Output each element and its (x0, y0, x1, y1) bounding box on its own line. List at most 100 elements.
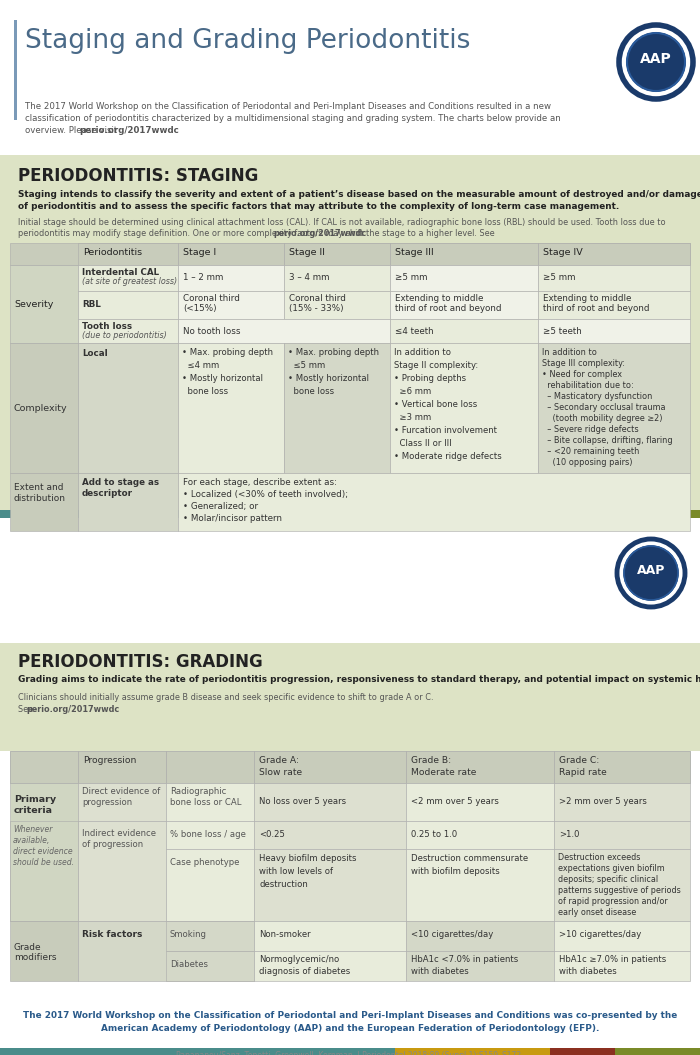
Bar (0, 518, 700, 642)
Text: Stage II: Stage II (289, 248, 325, 257)
Bar (538, 265, 690, 291)
Bar (554, 783, 690, 821)
Bar (78, 821, 166, 921)
Text: patterns suggestive of periods: patterns suggestive of periods (558, 886, 680, 895)
Text: criteria: criteria (14, 806, 53, 816)
Text: – Secondary occlusal trauma: – Secondary occlusal trauma (542, 403, 666, 413)
Bar (0, 0, 700, 155)
Text: Severity: Severity (14, 300, 53, 309)
Text: destruction: destruction (259, 880, 308, 889)
Text: of rapid progression and/or: of rapid progression and/or (558, 897, 668, 906)
Bar (406, 921, 554, 951)
Text: <0.25: <0.25 (259, 830, 285, 839)
Text: Diabetes: Diabetes (170, 960, 208, 968)
Text: Coronal third: Coronal third (289, 294, 346, 303)
Text: Grade B:: Grade B: (411, 756, 451, 765)
Text: Destruction exceeds: Destruction exceeds (558, 853, 640, 862)
Bar (160, 510, 275, 518)
Text: <10 cigarettes/day: <10 cigarettes/day (411, 931, 494, 939)
Text: Rapid rate: Rapid rate (559, 768, 607, 776)
Text: with diabetes: with diabetes (411, 967, 469, 976)
Bar (166, 921, 254, 951)
Bar (78, 751, 166, 783)
Text: rehabilitation due to:: rehabilitation due to: (542, 381, 634, 390)
Text: third of root and beyond: third of root and beyond (543, 304, 650, 313)
Bar (0, 155, 700, 510)
Text: Local: Local (82, 349, 108, 358)
Bar (10, 243, 690, 265)
Text: • Max. probing depth: • Max. probing depth (182, 348, 273, 357)
Text: deposits; specific clinical: deposits; specific clinical (558, 875, 658, 884)
Text: • Moderate ridge defects: • Moderate ridge defects (394, 452, 502, 461)
Text: of progression: of progression (82, 840, 143, 849)
Bar (254, 821, 406, 849)
Text: – Severe ridge defects: – Severe ridge defects (542, 425, 638, 434)
Text: perio.org/2017wwdc: perio.org/2017wwdc (274, 229, 367, 238)
Bar (160, 1048, 275, 1055)
Text: Non-smoker: Non-smoker (259, 931, 311, 939)
Text: – Bite collapse, drifting, flaring: – Bite collapse, drifting, flaring (542, 436, 673, 445)
Text: Normoglycemic/no: Normoglycemic/no (259, 955, 340, 964)
Bar (390, 243, 538, 265)
Text: with low levels of: with low levels of (259, 867, 333, 876)
Bar (406, 821, 554, 849)
Text: • Generalized; or: • Generalized; or (183, 502, 258, 511)
Text: PERIODONTITIS: GRADING: PERIODONTITIS: GRADING (18, 653, 262, 671)
Text: Stage III complexity:: Stage III complexity: (542, 359, 625, 368)
Text: See: See (18, 705, 36, 714)
Bar (615, 1048, 700, 1055)
Text: Smoking: Smoking (170, 931, 207, 939)
Bar (554, 951, 690, 981)
Bar (166, 849, 254, 921)
Text: >2 mm over 5 years: >2 mm over 5 years (559, 797, 647, 806)
Text: • Mostly horizontal: • Mostly horizontal (288, 375, 369, 383)
Text: Slow rate: Slow rate (259, 768, 302, 776)
Bar (390, 319, 538, 343)
Text: HbA1c ≥7.0% in patients: HbA1c ≥7.0% in patients (559, 955, 666, 964)
Bar (10, 751, 690, 783)
Bar (254, 783, 406, 821)
Text: % bone loss / age: % bone loss / age (170, 830, 246, 839)
Text: distribution: distribution (14, 494, 66, 503)
Bar (78, 319, 178, 343)
Bar (538, 319, 690, 343)
Text: Destruction commensurate: Destruction commensurate (411, 853, 528, 863)
Bar (284, 343, 390, 473)
Text: Initial stage should be determined using clinical attachment loss (CAL). If CAL : Initial stage should be determined using… (18, 218, 666, 227)
Text: • Furcation involvement: • Furcation involvement (394, 426, 497, 435)
Text: (tooth mobility degree ≥2): (tooth mobility degree ≥2) (542, 414, 662, 423)
Bar (406, 783, 554, 821)
Text: should be used.: should be used. (13, 858, 74, 867)
Text: Extending to middle: Extending to middle (395, 294, 484, 303)
Text: In addition to: In addition to (394, 348, 451, 357)
Text: AAP: AAP (637, 563, 665, 576)
Bar (166, 821, 254, 849)
Bar (166, 751, 254, 783)
Text: ≥6 mm: ≥6 mm (394, 387, 431, 396)
Bar (550, 1048, 615, 1055)
Text: Class II or III: Class II or III (394, 439, 452, 448)
Text: AAP: AAP (640, 52, 672, 66)
Text: • Max. probing depth: • Max. probing depth (288, 348, 379, 357)
Text: For each stage, describe extent as:: For each stage, describe extent as: (183, 478, 337, 487)
Bar (14, 20, 17, 120)
Bar (554, 849, 690, 921)
Bar (554, 751, 690, 783)
Text: with biofilm deposits: with biofilm deposits (411, 867, 500, 876)
Text: American Academy of Periodontology (AAP) and the European Federation of Periodon: American Academy of Periodontology (AAP)… (101, 1024, 599, 1033)
Text: available,: available, (13, 836, 50, 845)
Text: Progression: Progression (83, 756, 136, 765)
Bar (166, 783, 254, 821)
Text: Moderate rate: Moderate rate (411, 768, 477, 776)
Text: RBL: RBL (82, 300, 101, 309)
Text: Interdental CAL: Interdental CAL (82, 268, 159, 277)
Text: – Masticatory dysfunction: – Masticatory dysfunction (542, 392, 652, 401)
Bar (284, 243, 390, 265)
Bar (10, 921, 78, 981)
Text: with diabetes: with diabetes (559, 967, 617, 976)
Bar (275, 510, 395, 518)
Text: Extending to middle: Extending to middle (543, 294, 631, 303)
Bar (0, 642, 700, 751)
Text: ≤5 mm: ≤5 mm (288, 361, 326, 370)
Bar (284, 265, 390, 291)
